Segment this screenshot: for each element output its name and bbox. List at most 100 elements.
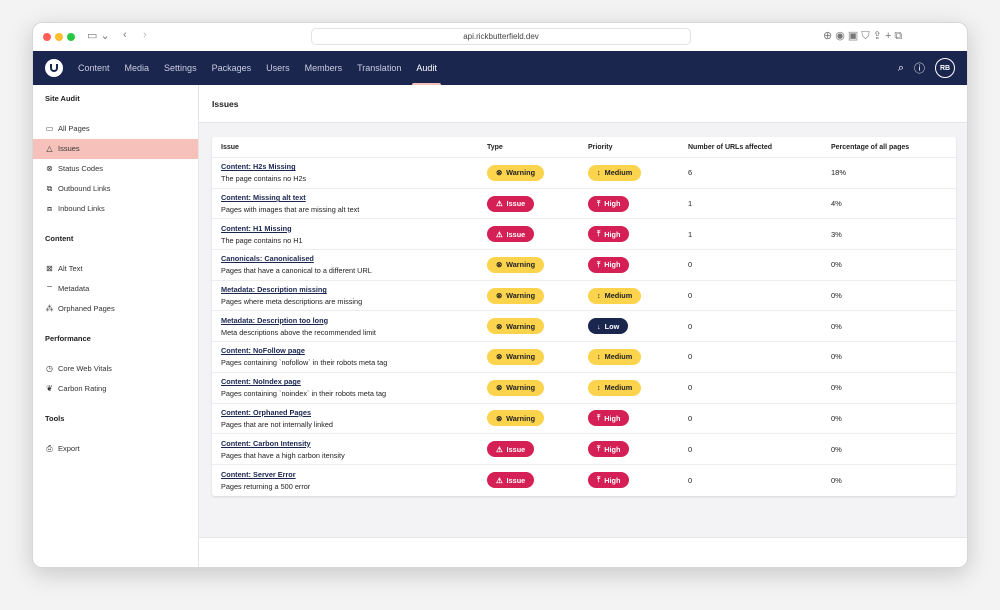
type-badge: ⚠ Issue: [487, 441, 535, 458]
issue-description: The page contains no H2s: [221, 174, 307, 184]
nav-item-packages[interactable]: Packages: [211, 63, 252, 73]
column-header[interactable]: Number of URLs affected: [688, 143, 773, 151]
type-cell: ⊗ Warning: [487, 379, 588, 396]
export-icon: ⎙: [46, 444, 53, 453]
issues-table: Issue Type Priority Number of URLs affected…: [212, 137, 956, 496]
column-header[interactable]: Issue: [221, 143, 239, 151]
issue-link[interactable]: Content: NoFollow page: [221, 346, 305, 356]
title-bar: ▭ ⌄ ‹ › api.rickbutterfield.dev ⊕ ◉ ▣ ⛉ …: [33, 23, 967, 51]
zoom-button[interactable]: [67, 33, 75, 41]
type-cell: ⊗ Warning: [487, 410, 588, 427]
carbon-rating-icon: ❦: [46, 384, 53, 393]
nav-item-translation[interactable]: Translation: [357, 63, 402, 73]
nav-item-users[interactable]: Users: [266, 63, 290, 73]
sidebar-item-label: Inbound Links: [58, 204, 105, 213]
sidebar-toggle-icon[interactable]: ▭ ⌄: [87, 30, 110, 42]
badge-label: Warning: [506, 168, 536, 178]
urls-affected: 0: [688, 383, 693, 393]
sidebar-item-inbound-links[interactable]: ⧈ Inbound Links: [33, 199, 198, 219]
sidebar-item-label: Metadata: [58, 284, 90, 293]
badge-label: High: [604, 229, 621, 239]
priority-badge: ↕ Medium: [588, 287, 642, 304]
issue-link[interactable]: Canonicals: Canonicalised: [221, 254, 314, 264]
outbound-links-icon: ⧉: [46, 184, 53, 193]
badge-label: Warning: [506, 352, 536, 362]
main-content: Issues Issue Type Priority Number of URLs a…: [199, 85, 967, 567]
table-row: Content: NoIndex page Pages containing `n…: [212, 373, 956, 404]
nav-item-content[interactable]: Content: [78, 63, 110, 73]
issue-cell: Metadata: Description too long Meta descr…: [212, 316, 487, 337]
urls-affected: 1: [688, 199, 693, 209]
column-header[interactable]: Priority: [588, 143, 613, 151]
nav-item-media[interactable]: Media: [124, 63, 150, 73]
priority-badge: ⤒ High: [588, 256, 630, 273]
warning-icon: ⊗: [496, 260, 503, 270]
warning-icon: ⊗: [496, 383, 503, 393]
close-button[interactable]: [43, 33, 51, 41]
issue-link[interactable]: Content: Server Error: [221, 469, 296, 479]
issue-link[interactable]: Metadata: Description missing: [221, 285, 327, 295]
nav-item-settings[interactable]: Settings: [164, 63, 197, 73]
priority-medium-icon: ↕: [597, 383, 601, 393]
help-icon[interactable]: ⓘ: [914, 63, 925, 75]
nav-item-members[interactable]: Members: [304, 63, 343, 73]
priority-high-icon: ⤒: [597, 475, 601, 485]
back-icon[interactable]: ‹: [123, 29, 127, 41]
type-badge: ⊗ Warning: [487, 287, 545, 304]
table-row: Metadata: Description missing Pages where…: [212, 281, 956, 312]
badge-label: High: [604, 199, 621, 209]
badge-label: High: [604, 413, 621, 423]
sidebar-item-issues[interactable]: △ Issues: [33, 139, 198, 159]
inbound-links-icon: ⧈: [46, 204, 53, 213]
urls-affected: 0: [688, 352, 693, 362]
sidebar-item-label: Issues: [58, 144, 80, 153]
percentage: 0%: [831, 413, 842, 423]
type-cell: ⊗ Warning: [487, 318, 588, 335]
urls-affected: 0: [688, 321, 693, 331]
address-bar[interactable]: api.rickbutterfield.dev: [311, 28, 691, 45]
priority-high-icon: ⤒: [597, 229, 601, 239]
sidebar-item-metadata[interactable]: ⌔ Metadata: [33, 279, 198, 299]
nav-item-audit[interactable]: Audit: [412, 51, 441, 85]
badge-label: Warning: [506, 291, 536, 301]
type-badge: ⊗ Warning: [487, 164, 545, 181]
sidebar-item-export[interactable]: ⎙ Export: [33, 439, 198, 459]
sidebar-item-label: Export: [58, 444, 80, 453]
alert-icon: ⚠: [496, 199, 503, 209]
badge-label: Warning: [506, 321, 536, 331]
type-cell: ⊗ Warning: [487, 348, 588, 365]
issue-link[interactable]: Content: Missing alt text: [221, 193, 306, 203]
sidebar-item-carbon-rating[interactable]: ❦ Carbon Rating: [33, 379, 198, 399]
minimize-button[interactable]: [55, 33, 63, 41]
umbraco-logo[interactable]: [45, 59, 63, 77]
sidebar-item-all-pages[interactable]: ▭ All Pages: [33, 119, 198, 139]
sidebar-item-alt-text[interactable]: ⊠ Alt Text: [33, 259, 198, 279]
priority-high-icon: ⤒: [597, 198, 601, 208]
avatar[interactable]: RB: [935, 58, 955, 78]
issue-link[interactable]: Content: Carbon Intensity: [221, 438, 311, 448]
priority-low-icon: ↓: [597, 321, 601, 331]
column-header[interactable]: Type: [487, 143, 503, 151]
search-icon[interactable]: ⌕: [897, 61, 904, 74]
forward-icon[interactable]: ›: [143, 29, 147, 41]
all-pages-icon: ▭: [45, 124, 54, 133]
issue-link[interactable]: Metadata: Description too long: [221, 315, 329, 325]
warning-icon: ⊗: [496, 291, 503, 301]
column-header[interactable]: Percentage of all pages: [831, 143, 910, 151]
sidebar-item-core-web-vitals[interactable]: ◷ Core Web Vitals: [33, 359, 198, 379]
table-header: Issue Type Priority Number of URLs affected…: [212, 137, 956, 158]
issue-link[interactable]: Content: Orphaned Pages: [221, 407, 312, 417]
issue-link[interactable]: Content: H1 Missing: [221, 223, 292, 233]
downloads-icon[interactable]: ⊕ ◉ ▣ ⛉ ⇪ + ⧉: [823, 30, 903, 42]
issue-cell: Content: NoIndex page Pages containing `n…: [212, 377, 487, 398]
sidebar-item-outbound-links[interactable]: ⧉ Outbound Links: [33, 179, 198, 199]
sidebar-item-status-codes[interactable]: ⊗ Status Codes: [33, 159, 198, 179]
issue-link[interactable]: Content: H2s Missing: [221, 162, 296, 172]
sidebar-item-orphaned-pages[interactable]: ⁂ Orphaned Pages: [33, 299, 198, 319]
table-row: Metadata: Description too long Meta descr…: [212, 311, 956, 343]
orphaned-pages-icon: ⁂: [45, 304, 54, 313]
badge-label: High: [604, 444, 621, 454]
priority-badge: ⤒ High: [588, 472, 630, 489]
table-row: Content: Missing alt text Pages with imag…: [212, 189, 956, 220]
issue-link[interactable]: Content: NoIndex page: [221, 377, 301, 387]
